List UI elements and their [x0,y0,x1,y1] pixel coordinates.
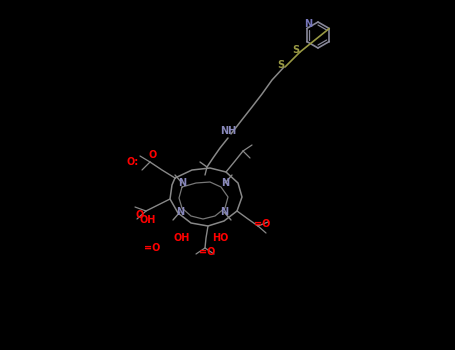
Text: N: N [220,207,228,217]
Text: =O: =O [144,243,160,253]
Text: OH: OH [140,215,156,225]
Text: N: N [221,178,229,188]
Text: HO: HO [212,233,228,243]
Text: O: O [149,150,157,160]
Text: O:: O: [127,157,139,167]
Text: O: O [136,210,144,220]
Text: N: N [176,207,184,217]
Text: N: N [178,178,186,188]
Text: S: S [293,45,299,55]
Text: S: S [278,60,284,70]
Text: OH: OH [174,233,190,243]
Text: =O: =O [199,247,215,257]
Text: NH: NH [220,126,236,136]
Text: =O: =O [254,219,270,229]
Text: N: N [304,19,312,29]
